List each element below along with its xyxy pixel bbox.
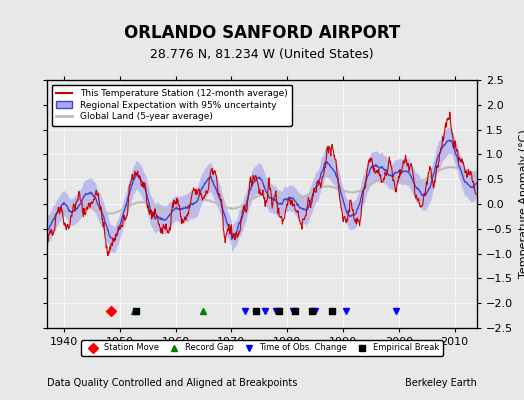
- Text: ORLANDO SANFORD AIRPORT: ORLANDO SANFORD AIRPORT: [124, 24, 400, 42]
- Text: Berkeley Earth: Berkeley Earth: [405, 378, 477, 388]
- Y-axis label: Temperature Anomaly (°C): Temperature Anomaly (°C): [519, 130, 524, 278]
- Legend: Station Move, Record Gap, Time of Obs. Change, Empirical Break: Station Move, Record Gap, Time of Obs. C…: [81, 340, 443, 356]
- Text: Data Quality Controlled and Aligned at Breakpoints: Data Quality Controlled and Aligned at B…: [47, 378, 298, 388]
- Text: 28.776 N, 81.234 W (United States): 28.776 N, 81.234 W (United States): [150, 48, 374, 61]
- Legend: This Temperature Station (12-month average), Regional Expectation with 95% uncer: This Temperature Station (12-month avera…: [52, 84, 292, 126]
